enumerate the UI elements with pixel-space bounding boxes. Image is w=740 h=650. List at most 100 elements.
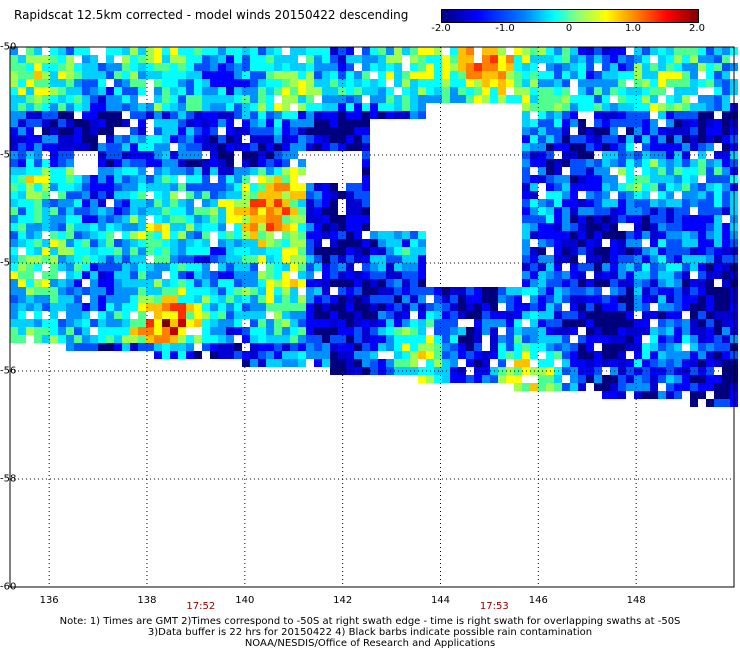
wind-cell (18, 191, 26, 199)
colorbar-tick-label: -1.0 (495, 23, 515, 34)
wind-cell (274, 295, 282, 303)
wind-cell (82, 343, 90, 351)
wind-cell (298, 279, 306, 287)
wind-cell (306, 263, 314, 271)
wind-cell (634, 199, 642, 207)
wind-cell (314, 79, 322, 87)
wind-cell (282, 103, 290, 111)
wind-cell (178, 135, 186, 143)
wind-cell (610, 375, 618, 383)
wind-cell (626, 111, 634, 119)
wind-cell (530, 303, 538, 311)
wind-cell (370, 95, 378, 103)
wind-cell (266, 183, 274, 191)
wind-cell (274, 79, 282, 87)
wind-cell (34, 327, 42, 335)
wind-cell (722, 95, 730, 103)
wind-cell (266, 159, 274, 167)
colorbar-tick-label: -2.0 (431, 23, 451, 34)
wind-cell (546, 191, 554, 199)
wind-cell (42, 191, 50, 199)
wind-cell (610, 79, 618, 87)
wind-cell (610, 207, 618, 215)
wind-cell (18, 207, 26, 215)
wind-cell (282, 247, 290, 255)
wind-cell (682, 63, 690, 71)
wind-cell (162, 287, 170, 295)
wind-cell (410, 279, 418, 287)
wind-cell (434, 343, 442, 351)
wind-cell (570, 183, 578, 191)
wind-cell (554, 231, 562, 239)
wind-cell (442, 295, 450, 303)
wind-cell (10, 87, 18, 95)
wind-cell (138, 287, 146, 295)
wind-cell (10, 247, 18, 255)
wind-cell (346, 223, 354, 231)
wind-cell (226, 47, 234, 55)
wind-cell (154, 111, 162, 119)
wind-cell (10, 223, 18, 231)
wind-cell (370, 335, 378, 343)
wind-cell (162, 263, 170, 271)
wind-cell (594, 167, 602, 175)
wind-cell (234, 255, 242, 263)
wind-cell (658, 327, 666, 335)
wind-cell (338, 359, 346, 367)
wind-cell (626, 247, 634, 255)
wind-cell (626, 159, 634, 167)
wind-cell (10, 111, 18, 119)
wind-cell (530, 231, 538, 239)
wind-cell (634, 87, 642, 95)
wind-cell (290, 263, 298, 271)
wind-cell (274, 103, 282, 111)
wind-cell (98, 271, 106, 279)
wind-cell (602, 247, 610, 255)
wind-cell (562, 351, 570, 359)
wind-cell (50, 247, 58, 255)
wind-cell (602, 335, 610, 343)
wind-cell (170, 79, 178, 87)
wind-cell (410, 263, 418, 271)
wind-cell (474, 327, 482, 335)
wind-cell (290, 119, 298, 127)
wind-cell (138, 255, 146, 263)
wind-cell (482, 87, 490, 95)
wind-cell (354, 223, 362, 231)
wind-cell (194, 231, 202, 239)
wind-cell (426, 71, 434, 79)
wind-cell (258, 127, 266, 135)
wind-cell (394, 55, 402, 63)
wind-cell (538, 103, 546, 111)
wind-cell (58, 127, 66, 135)
wind-cell (74, 271, 82, 279)
wind-cell (546, 311, 554, 319)
wind-cell (546, 231, 554, 239)
wind-cell (714, 127, 722, 135)
note-line-2: 3)Data buffer is 22 hrs for 20150422 4) … (147, 627, 593, 638)
wind-cell (426, 351, 434, 359)
wind-cell (682, 183, 690, 191)
wind-cell (210, 143, 218, 151)
wind-cell (658, 79, 666, 87)
wind-cell (450, 351, 458, 359)
wind-cell (378, 87, 386, 95)
wind-cell (578, 135, 586, 143)
wind-cell (162, 335, 170, 343)
wind-cell (26, 303, 34, 311)
wind-cell (178, 255, 186, 263)
wind-cell (666, 175, 674, 183)
wind-cell (218, 119, 226, 127)
wind-cell (146, 295, 154, 303)
wind-cell (402, 71, 410, 79)
wind-cell (554, 199, 562, 207)
wind-cell (170, 343, 178, 351)
wind-cell (130, 247, 138, 255)
wind-cell (170, 191, 178, 199)
wind-cell (538, 287, 546, 295)
wind-cell (114, 303, 122, 311)
wind-cell (562, 79, 570, 87)
wind-cell (314, 343, 322, 351)
wind-cell (570, 311, 578, 319)
wind-cell (162, 143, 170, 151)
